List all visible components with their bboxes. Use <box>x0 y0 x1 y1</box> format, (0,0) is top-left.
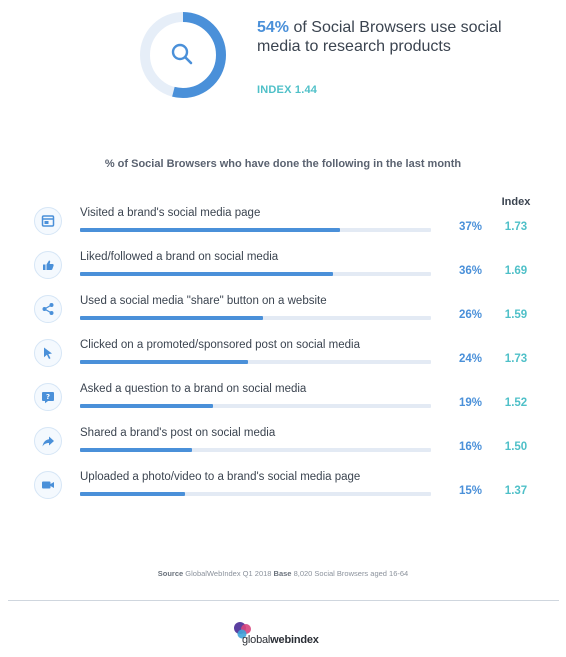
bar-label: Clicked on a promoted/sponsored post on … <box>80 339 360 351</box>
hero-headline-text: of Social Browsers use social media to r… <box>257 19 502 55</box>
bar-value-label: 15% <box>458 485 482 497</box>
index-column-header: Index <box>501 196 531 208</box>
bar <box>80 404 214 408</box>
logo-text: globalwebindex <box>242 634 319 646</box>
browser-window-icon <box>34 207 62 235</box>
bar-track <box>80 272 431 276</box>
bar-track <box>80 448 431 452</box>
chart-title: % of Social Browsers who have done the f… <box>104 158 462 170</box>
bar-track <box>80 228 431 232</box>
logo-text-bold: webindex <box>270 634 319 646</box>
hero-percent: 54% <box>257 19 290 36</box>
bar-label: Uploaded a photo/video to a brand's soci… <box>80 471 361 483</box>
bar-row: Clicked on a promoted/sponsored post on … <box>0 339 566 383</box>
cursor-icon <box>34 339 62 367</box>
bar-label: Visited a brand's social media page <box>80 207 261 219</box>
forward-arrow-icon <box>34 427 62 455</box>
hero-section: 54% of Social Browsers use social media … <box>0 0 566 110</box>
svg-text:?: ? <box>46 393 50 401</box>
bar-label: Liked/followed a brand on social media <box>80 251 279 263</box>
index-value: 1.37 <box>504 485 528 497</box>
search-icon <box>171 43 193 65</box>
donut-chart <box>140 12 226 98</box>
bar-row: Used a social media "share" button on a … <box>0 295 566 339</box>
logo-mark-icon <box>234 622 251 639</box>
bar-row: Shared a brand's post on social media 16%… <box>0 427 566 471</box>
share-icon <box>34 295 62 323</box>
index-value: 1.59 <box>504 309 528 321</box>
base-label: Base <box>273 569 292 578</box>
bar-value-label: 37% <box>458 221 482 233</box>
bar <box>80 360 249 364</box>
bar-track <box>80 492 431 496</box>
bar <box>80 272 333 276</box>
index-value: 1.50 <box>504 441 528 453</box>
bar-value-label: 36% <box>458 265 482 277</box>
bar-label: Used a social media "share" button on a … <box>80 295 327 307</box>
hero-index: INDEX 1.44 <box>257 84 318 96</box>
logo-text-light: global <box>242 634 271 646</box>
index-value: 1.73 <box>504 353 528 365</box>
bar-row: Visited a brand's social media page 37% 1.… <box>0 207 566 251</box>
source-note: Source GlobalWebIndex Q1 2018 Base 8,020… <box>0 569 566 578</box>
bar-label: Asked a question to a brand on social me… <box>80 383 307 395</box>
bar-track <box>80 404 431 408</box>
index-value: 1.69 <box>504 265 528 277</box>
globalwebindex-logo: globalwebindex <box>232 620 352 650</box>
bar-row: Liked/followed a brand on social media 36… <box>0 251 566 295</box>
base-text: 8,020 Social Browsers aged 16-64 <box>291 569 409 578</box>
hero-headline: 54% of Social Browsers use social media … <box>257 18 547 56</box>
bar-track <box>80 360 431 364</box>
bar-value-label: 16% <box>458 441 482 453</box>
index-value: 1.73 <box>504 221 528 233</box>
bar-value-label: 19% <box>458 397 482 409</box>
question-bubble-icon: ? <box>34 383 62 411</box>
video-camera-icon <box>34 471 62 499</box>
footer-divider <box>8 600 559 601</box>
source-label: Source <box>157 569 184 578</box>
donut-value-arc <box>140 12 226 98</box>
bar <box>80 492 186 496</box>
source-text: GlobalWebIndex Q1 2018 <box>183 569 274 578</box>
bar-value-label: 24% <box>458 353 482 365</box>
bar <box>80 316 263 320</box>
index-value: 1.52 <box>504 397 528 409</box>
bar <box>80 228 340 232</box>
bar-track <box>80 316 431 320</box>
thumbs-up-icon <box>34 251 62 279</box>
bar-row: ? Asked a question to a brand on social m… <box>0 383 566 427</box>
bar-row: Uploaded a photo/video to a brand's soci… <box>0 471 566 515</box>
bar-value-label: 26% <box>458 309 482 321</box>
bar <box>80 448 193 452</box>
bar-label: Shared a brand's post on social media <box>80 427 276 439</box>
